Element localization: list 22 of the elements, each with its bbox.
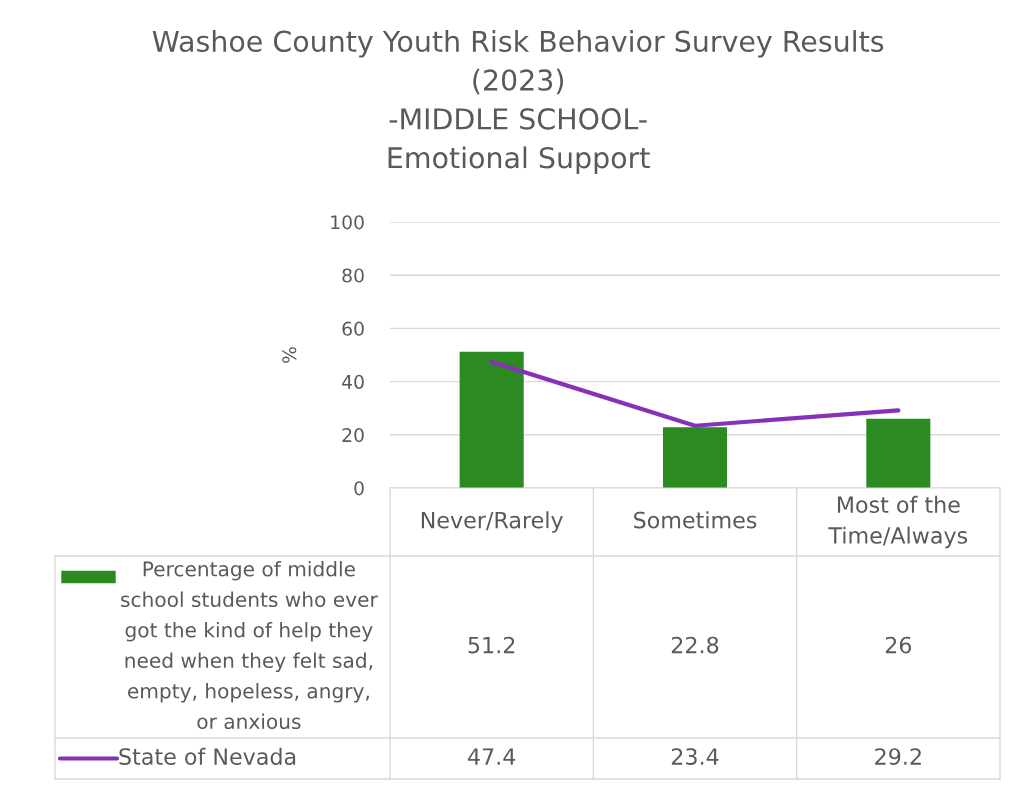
data-label: 23.4: [671, 748, 719, 765]
bar: [662, 427, 728, 488]
y-tick-label: 60: [342, 321, 364, 336]
data-label: 22.8: [671, 636, 719, 654]
data-label: 51.2: [468, 636, 515, 654]
bar: [459, 351, 524, 488]
chart-title: Washoe County Youth Risk Behavior Survey Results (2023) -MIDDLE SCHOOL- Emotional Support: [152, 30, 884, 174]
y-tick-label: 0: [354, 481, 364, 496]
data-label: 26: [885, 636, 912, 654]
data-label: 29.2: [875, 748, 921, 765]
bar: [866, 418, 931, 488]
legend-label: Percentage of middle school students who ever got the kind of help they need when they felt sad, empty, hopeless, angry, or anxious: [121, 560, 378, 730]
y-tick-label: 80: [342, 268, 364, 283]
y-tick-label: 20: [342, 428, 364, 443]
x-tick-label: Sometimes: [634, 511, 757, 529]
x-tick-label: Most of the Time/Always: [828, 495, 968, 549]
data-label: 47.4: [468, 748, 516, 765]
legend-label: State of Nevada: [119, 747, 296, 765]
y-tick-label: 100: [331, 215, 364, 230]
y-tick-label: 40: [342, 374, 364, 389]
y-axis-title: %: [282, 347, 297, 363]
x-tick-label: Never/Rarely: [421, 511, 563, 533]
